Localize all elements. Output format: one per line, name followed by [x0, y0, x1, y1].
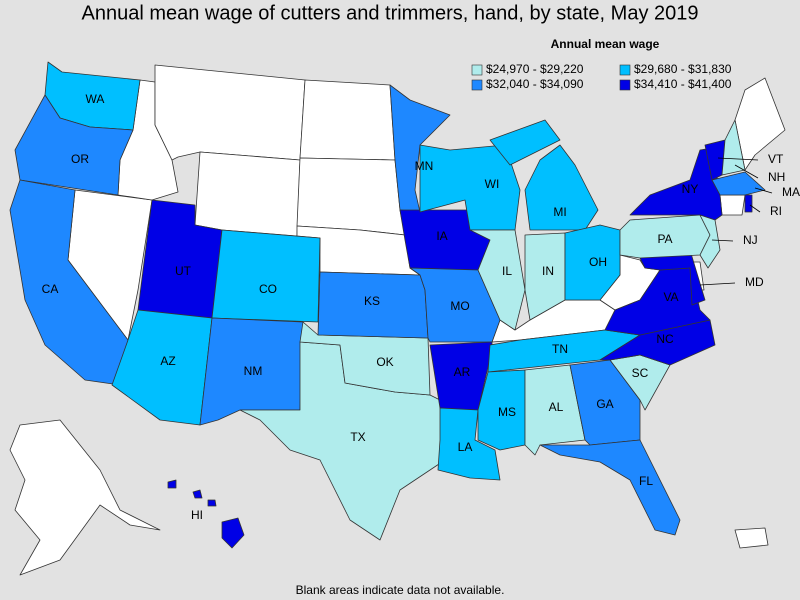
legend-swatch — [619, 79, 631, 91]
state — [9, 179, 129, 386]
state-label: IL — [502, 264, 512, 278]
state-label: NM — [244, 364, 263, 378]
legend-swatch — [471, 79, 483, 91]
state-label: CA — [42, 282, 59, 296]
state — [469, 229, 526, 331]
state-label: AR — [454, 365, 471, 379]
state-label: PA — [657, 232, 672, 246]
state-ct — [719, 194, 746, 216]
state-label: MA — [782, 185, 800, 199]
state-label: IA — [436, 229, 447, 243]
legend-title: Annual mean wage — [551, 37, 660, 51]
state-label: IN — [542, 264, 554, 278]
footnote: Blank areas indicate data not available. — [296, 583, 505, 597]
state — [711, 171, 766, 196]
state-label: NJ — [743, 233, 758, 247]
state-label: TX — [350, 430, 365, 444]
state-label: RI — [770, 204, 782, 218]
state — [437, 407, 501, 481]
state-label: OH — [589, 255, 607, 269]
state-pr — [734, 527, 769, 549]
legend-label: $32,040 - $34,090 — [486, 77, 584, 91]
state-label: VA — [663, 290, 678, 304]
state-label: MD — [745, 275, 764, 289]
state — [211, 229, 321, 323]
state-label: AZ — [160, 354, 175, 368]
state-wy — [194, 151, 301, 237]
state — [564, 224, 621, 301]
state-nd — [299, 79, 396, 161]
state-label: AL — [549, 400, 564, 414]
state — [539, 439, 681, 536]
legend-label: $34,410 - $41,400 — [634, 77, 732, 91]
state-label: NC — [656, 332, 674, 346]
state — [721, 119, 746, 176]
state — [167, 479, 245, 549]
state-label: CO — [259, 282, 277, 296]
state — [639, 249, 706, 306]
state-label: KS — [364, 294, 380, 308]
state — [744, 194, 753, 213]
state — [524, 232, 566, 321]
legend-label: $24,970 - $29,220 — [486, 62, 584, 76]
state-label: UT — [175, 264, 192, 278]
state-label: OK — [376, 355, 393, 369]
state — [489, 119, 599, 231]
state — [389, 84, 451, 213]
leader-line — [734, 164, 759, 179]
state-label: WI — [485, 177, 500, 191]
leader-line — [711, 239, 734, 242]
state — [14, 94, 134, 196]
state-label: VT — [768, 152, 784, 166]
state-label: SC — [632, 366, 649, 380]
state-mt — [154, 64, 306, 161]
state-label: NY — [682, 182, 699, 196]
blank-states — [9, 64, 786, 576]
state-label: FL — [639, 474, 653, 488]
legend-swatch — [619, 64, 631, 76]
state — [699, 214, 721, 269]
state-label: HI — [191, 508, 203, 522]
state-label: MO — [450, 299, 469, 313]
state-label: MN — [415, 159, 434, 173]
leader-line — [754, 187, 773, 194]
state-label: MS — [498, 405, 516, 419]
state-label: WA — [86, 92, 105, 106]
leader-line — [717, 157, 759, 161]
state-label: LA — [458, 440, 473, 454]
state-label: OR — [71, 152, 89, 166]
state-label: GA — [596, 397, 613, 411]
legend-swatch — [471, 64, 483, 76]
state-label: NH — [768, 170, 785, 184]
state-label: MI — [553, 205, 566, 219]
leader-line — [749, 204, 761, 213]
state-label: TN — [552, 342, 568, 356]
state-sd — [296, 157, 406, 236]
leader-line — [699, 282, 736, 286]
state — [429, 341, 493, 411]
map-title: Annual mean wage of cutters and trimmers… — [82, 2, 699, 24]
state-ak — [9, 419, 161, 576]
legend-label: $29,680 - $31,830 — [634, 62, 732, 76]
